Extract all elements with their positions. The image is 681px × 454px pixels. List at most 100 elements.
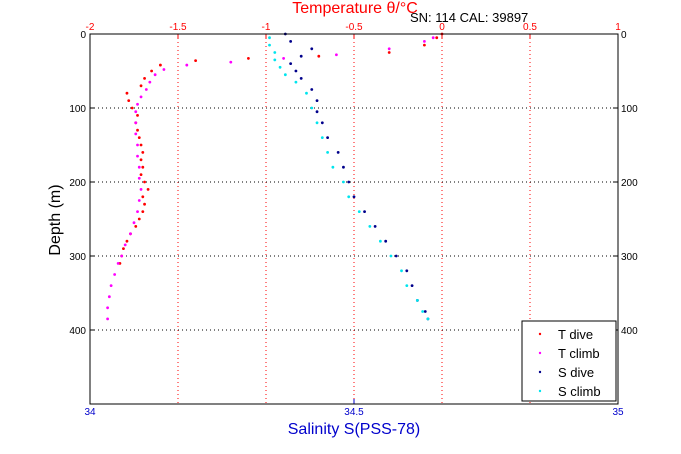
data-point bbox=[153, 73, 157, 77]
data-point bbox=[326, 151, 329, 154]
data-point bbox=[137, 136, 141, 140]
data-point bbox=[134, 132, 138, 136]
data-point bbox=[273, 58, 277, 62]
data-point bbox=[426, 317, 430, 321]
legend-label-s-climb: S climb bbox=[558, 384, 601, 399]
data-point bbox=[247, 57, 250, 60]
data-point bbox=[109, 284, 113, 287]
data-point bbox=[162, 68, 166, 71]
data-point bbox=[268, 43, 271, 47]
data-point bbox=[137, 199, 141, 202]
data-point bbox=[423, 40, 426, 43]
data-point bbox=[139, 188, 143, 191]
top-tick-label: 0 bbox=[439, 22, 445, 33]
legend: T dive T climb S dive S climb bbox=[521, 320, 617, 402]
serial-calibration-text: SN: 114 CAL: 39897 bbox=[410, 10, 528, 25]
left-depth-tick-label: 400 bbox=[69, 326, 86, 337]
data-point bbox=[185, 63, 189, 67]
data-point bbox=[435, 36, 439, 40]
data-point bbox=[136, 210, 139, 214]
data-point bbox=[132, 221, 136, 225]
data-point bbox=[123, 243, 127, 247]
data-point bbox=[278, 65, 282, 69]
data-point bbox=[282, 57, 285, 60]
data-point bbox=[283, 73, 287, 77]
data-point bbox=[194, 59, 198, 63]
data-point bbox=[136, 143, 139, 147]
left-depth-tick-label: 100 bbox=[69, 104, 86, 115]
data-point bbox=[106, 317, 109, 321]
series-tclimb bbox=[106, 36, 435, 321]
left-depth-tick-label: 200 bbox=[69, 178, 86, 189]
data-point bbox=[141, 210, 145, 214]
top-tick-label: -0.5 bbox=[345, 22, 363, 33]
data-point bbox=[331, 165, 335, 169]
data-point bbox=[116, 262, 120, 265]
data-point bbox=[368, 225, 372, 228]
data-point bbox=[141, 195, 145, 199]
top-tick-label: -1.5 bbox=[169, 22, 187, 33]
bottom-tick-label: 34.5 bbox=[344, 407, 364, 418]
data-point bbox=[143, 77, 146, 80]
data-point bbox=[352, 195, 356, 199]
y-axis-label: Depth (m) bbox=[47, 184, 64, 255]
data-point bbox=[150, 69, 154, 73]
data-point bbox=[347, 195, 351, 199]
data-point bbox=[144, 88, 148, 91]
data-point bbox=[317, 54, 321, 58]
data-points bbox=[106, 32, 444, 321]
data-point bbox=[268, 36, 271, 40]
data-point bbox=[294, 69, 298, 73]
data-point bbox=[342, 180, 345, 184]
data-point bbox=[387, 47, 391, 51]
data-point bbox=[315, 110, 319, 114]
legend-marker-s-dive bbox=[538, 370, 542, 374]
data-point bbox=[134, 110, 138, 114]
data-point bbox=[431, 36, 435, 40]
right-depth-tick-label: 400 bbox=[621, 326, 638, 337]
data-point bbox=[125, 91, 129, 95]
series-sdive bbox=[283, 32, 430, 321]
data-point bbox=[137, 217, 141, 221]
data-point bbox=[315, 99, 319, 102]
data-point bbox=[405, 284, 409, 287]
data-point bbox=[120, 254, 124, 258]
data-point bbox=[394, 254, 398, 258]
data-point bbox=[299, 54, 303, 58]
data-point bbox=[423, 43, 426, 47]
data-point bbox=[335, 53, 338, 57]
data-point bbox=[130, 106, 134, 110]
data-point bbox=[134, 225, 138, 228]
data-point bbox=[129, 232, 132, 236]
data-point bbox=[400, 269, 403, 273]
bottom-axis-label: Salinity S(PSS-78) bbox=[288, 421, 421, 438]
left-depth-tick-label: 300 bbox=[69, 252, 86, 263]
data-point bbox=[141, 151, 145, 154]
legend-label-s-dive: S dive bbox=[558, 365, 594, 380]
data-point bbox=[305, 91, 308, 95]
top-tick-label: -1 bbox=[262, 22, 271, 33]
gridlines bbox=[90, 34, 618, 404]
data-point bbox=[106, 306, 109, 310]
data-point bbox=[387, 51, 391, 54]
data-point bbox=[134, 121, 138, 125]
data-point bbox=[363, 210, 366, 214]
data-point bbox=[139, 143, 143, 147]
right-depth-tick-label: 200 bbox=[621, 178, 638, 189]
data-point bbox=[136, 128, 139, 132]
legend-box bbox=[521, 320, 617, 402]
data-point bbox=[143, 180, 146, 184]
data-point bbox=[146, 188, 150, 191]
data-point bbox=[421, 310, 425, 313]
data-point bbox=[139, 158, 143, 162]
data-point bbox=[423, 310, 427, 313]
data-point bbox=[315, 121, 319, 125]
series-sclimb bbox=[268, 36, 430, 321]
data-point bbox=[299, 77, 303, 80]
data-point bbox=[405, 269, 409, 273]
data-point bbox=[136, 154, 139, 158]
data-point bbox=[273, 51, 277, 54]
data-point bbox=[347, 180, 351, 184]
bottom-tick-label: 35 bbox=[612, 407, 624, 418]
